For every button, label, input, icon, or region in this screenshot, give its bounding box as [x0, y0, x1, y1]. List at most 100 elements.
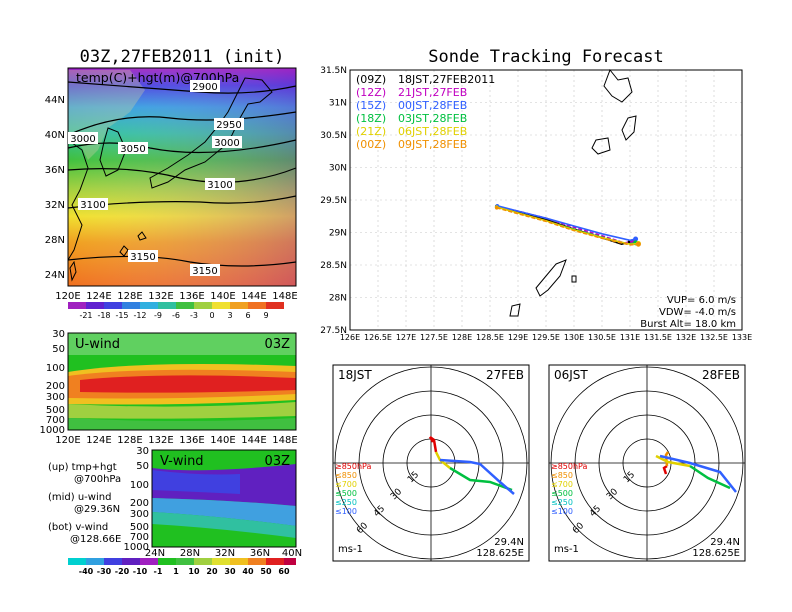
hodo-lon: 128.625E [692, 548, 740, 559]
x-tick-label: 132E [676, 333, 696, 342]
colorbar-tick: -9 [154, 311, 162, 320]
x-tick-label: 133E [732, 333, 752, 342]
y-tick-label: 29.5N [320, 196, 347, 206]
y-tick-label: 28.5N [320, 261, 347, 271]
legend-code: (21Z) [356, 125, 386, 138]
small-island [509, 275, 577, 317]
x-tick-label: 144E [241, 435, 266, 446]
hodo-lat: 29.4N [710, 537, 740, 548]
y-tick-label: 300 [130, 509, 149, 520]
level-label: ≤100 [335, 507, 357, 516]
colorbar-tick: 60 [278, 567, 290, 576]
y-tick-label: 32N [45, 200, 65, 211]
right-title: Sonde Tracking Forecast [428, 47, 663, 67]
x-tick-label: 129.5E [532, 333, 560, 342]
kyushu-coast [603, 69, 633, 103]
map-x-ticks: 120E 124E 128E 132E 136E 140E 144E 148E [55, 291, 297, 302]
hodograph-trace [689, 464, 731, 490]
x-tick-label: 128E [117, 435, 142, 446]
colorbar-tick: 3 [227, 311, 232, 320]
sonde-parameters: VUP= 6.0 m/s VDW= -4.0 m/s Burst Alt= 18… [640, 295, 736, 330]
track-line [497, 205, 636, 242]
note-line: (bot) v-wind [48, 522, 108, 533]
colorbar-tick: -12 [133, 311, 146, 320]
hodograph-trace [655, 454, 691, 468]
x-tick-label: 32N [215, 548, 235, 559]
track-gridlines [350, 70, 742, 330]
x-tick-label: 128E [452, 333, 472, 342]
u-wind-panel: U-wind 03Z 30 50 100 200 300 500 700 100… [40, 329, 298, 446]
yakushima-island [591, 137, 611, 155]
colorbar-tick: 6 [245, 311, 250, 320]
x-tick-label: 144E [241, 291, 266, 302]
x-tick-label: 130E [564, 333, 584, 342]
track-series [494, 204, 641, 247]
x-tick-label: 128.5E [476, 333, 504, 342]
v-wind-label: V-wind [160, 454, 204, 469]
note-line: @128.66E [70, 534, 121, 545]
hodo-date: 27FEB [486, 368, 524, 382]
x-tick-label: 132.5E [700, 333, 728, 342]
korea-outline [99, 127, 127, 177]
param-vup: VUP= 6.0 m/s [667, 295, 736, 306]
x-tick-label: 40N [282, 548, 302, 559]
colorbar-tick: 0 [209, 311, 214, 320]
legend-code: (12Z) [356, 86, 386, 99]
temperature-colorbar [68, 302, 284, 309]
colorbar-tick: -30 [97, 567, 112, 576]
x-tick-label: 24N [145, 548, 165, 559]
x-tick-label: 131.5E [644, 333, 672, 342]
hodo-date: 28FEB [702, 368, 740, 382]
contour-label: 3150 [130, 252, 155, 263]
y-tick-label: 1000 [124, 542, 149, 553]
taiwan-outline [69, 260, 77, 282]
track-panel: 31.5N 31N 30.5N 30N 29.5N 29N 28.5N 28N … [320, 66, 752, 342]
track-end-point [635, 241, 641, 247]
track-y-ticks: 31.5N 31N 30.5N 30N 29.5N 29N 28.5N 28N … [320, 66, 347, 336]
y-tick-label: 100 [130, 480, 149, 491]
level-label: ≤500 [551, 489, 573, 498]
colorbar-tick: -18 [97, 311, 110, 320]
y-tick-label: 28N [45, 235, 65, 246]
contour-label: 3050 [120, 144, 145, 155]
left-title: 03Z,27FEB2011 (init) [80, 47, 285, 67]
y-tick-label: 29N [329, 229, 347, 239]
x-tick-label: 132E [148, 291, 173, 302]
level-label: ≤100 [551, 507, 573, 516]
hodo-lon: 128.625E [476, 548, 524, 559]
level-label: ≤250 [551, 498, 573, 507]
y-tick-label: 50 [136, 461, 149, 472]
y-tick-label: 27.5N [320, 326, 347, 336]
legend-code: (18Z) [356, 112, 386, 125]
x-tick-label: 126.5E [364, 333, 392, 342]
legend-text: 06JST,28FEB [398, 125, 467, 138]
hodo-unit: ms-1 [338, 544, 363, 555]
y-tick-label: 36N [45, 165, 65, 176]
colorbar-tick: 9 [263, 311, 268, 320]
level-label: ≤850 [551, 471, 573, 480]
level-label: ≥850hPa [551, 462, 588, 471]
legend-code: (09Z) [356, 73, 386, 86]
legend-code: (15Z) [356, 99, 386, 112]
hodo-unit: ms-1 [554, 544, 579, 555]
y-tick-label: 24N [45, 270, 65, 281]
x-tick-label: 131E [620, 333, 640, 342]
colorbar-tick: -20 [115, 567, 130, 576]
hodograph-panel-1: 15 30 45 60 18JST 27FEB 29.4N 128.625E m… [332, 364, 530, 562]
x-tick-label: 128E [117, 291, 142, 302]
legend-text: 09JST,28FEB [398, 138, 467, 151]
y-tick-label: 30.5N [320, 131, 347, 141]
level-label: ≥850hPa [335, 462, 372, 471]
level-label: ≤500 [335, 489, 357, 498]
x-tick-label: 126E [340, 333, 360, 342]
level-label: ≤250 [335, 498, 357, 507]
x-tick-label: 136E [179, 291, 204, 302]
x-tick-label: 148E [272, 435, 297, 446]
note-line: (up) tmp+hgt [48, 462, 117, 473]
colorbar-tick: 20 [206, 567, 218, 576]
x-tick-label: 140E [210, 291, 235, 302]
hodo-level-legend: ≥850hPa ≤850 ≤700 ≤500 ≤250 ≤100 [551, 462, 588, 516]
y-tick-label: 100 [46, 363, 65, 374]
hodo-level-legend: ≥850hPa ≤850 ≤700 ≤500 ≤250 ≤100 [335, 462, 372, 516]
